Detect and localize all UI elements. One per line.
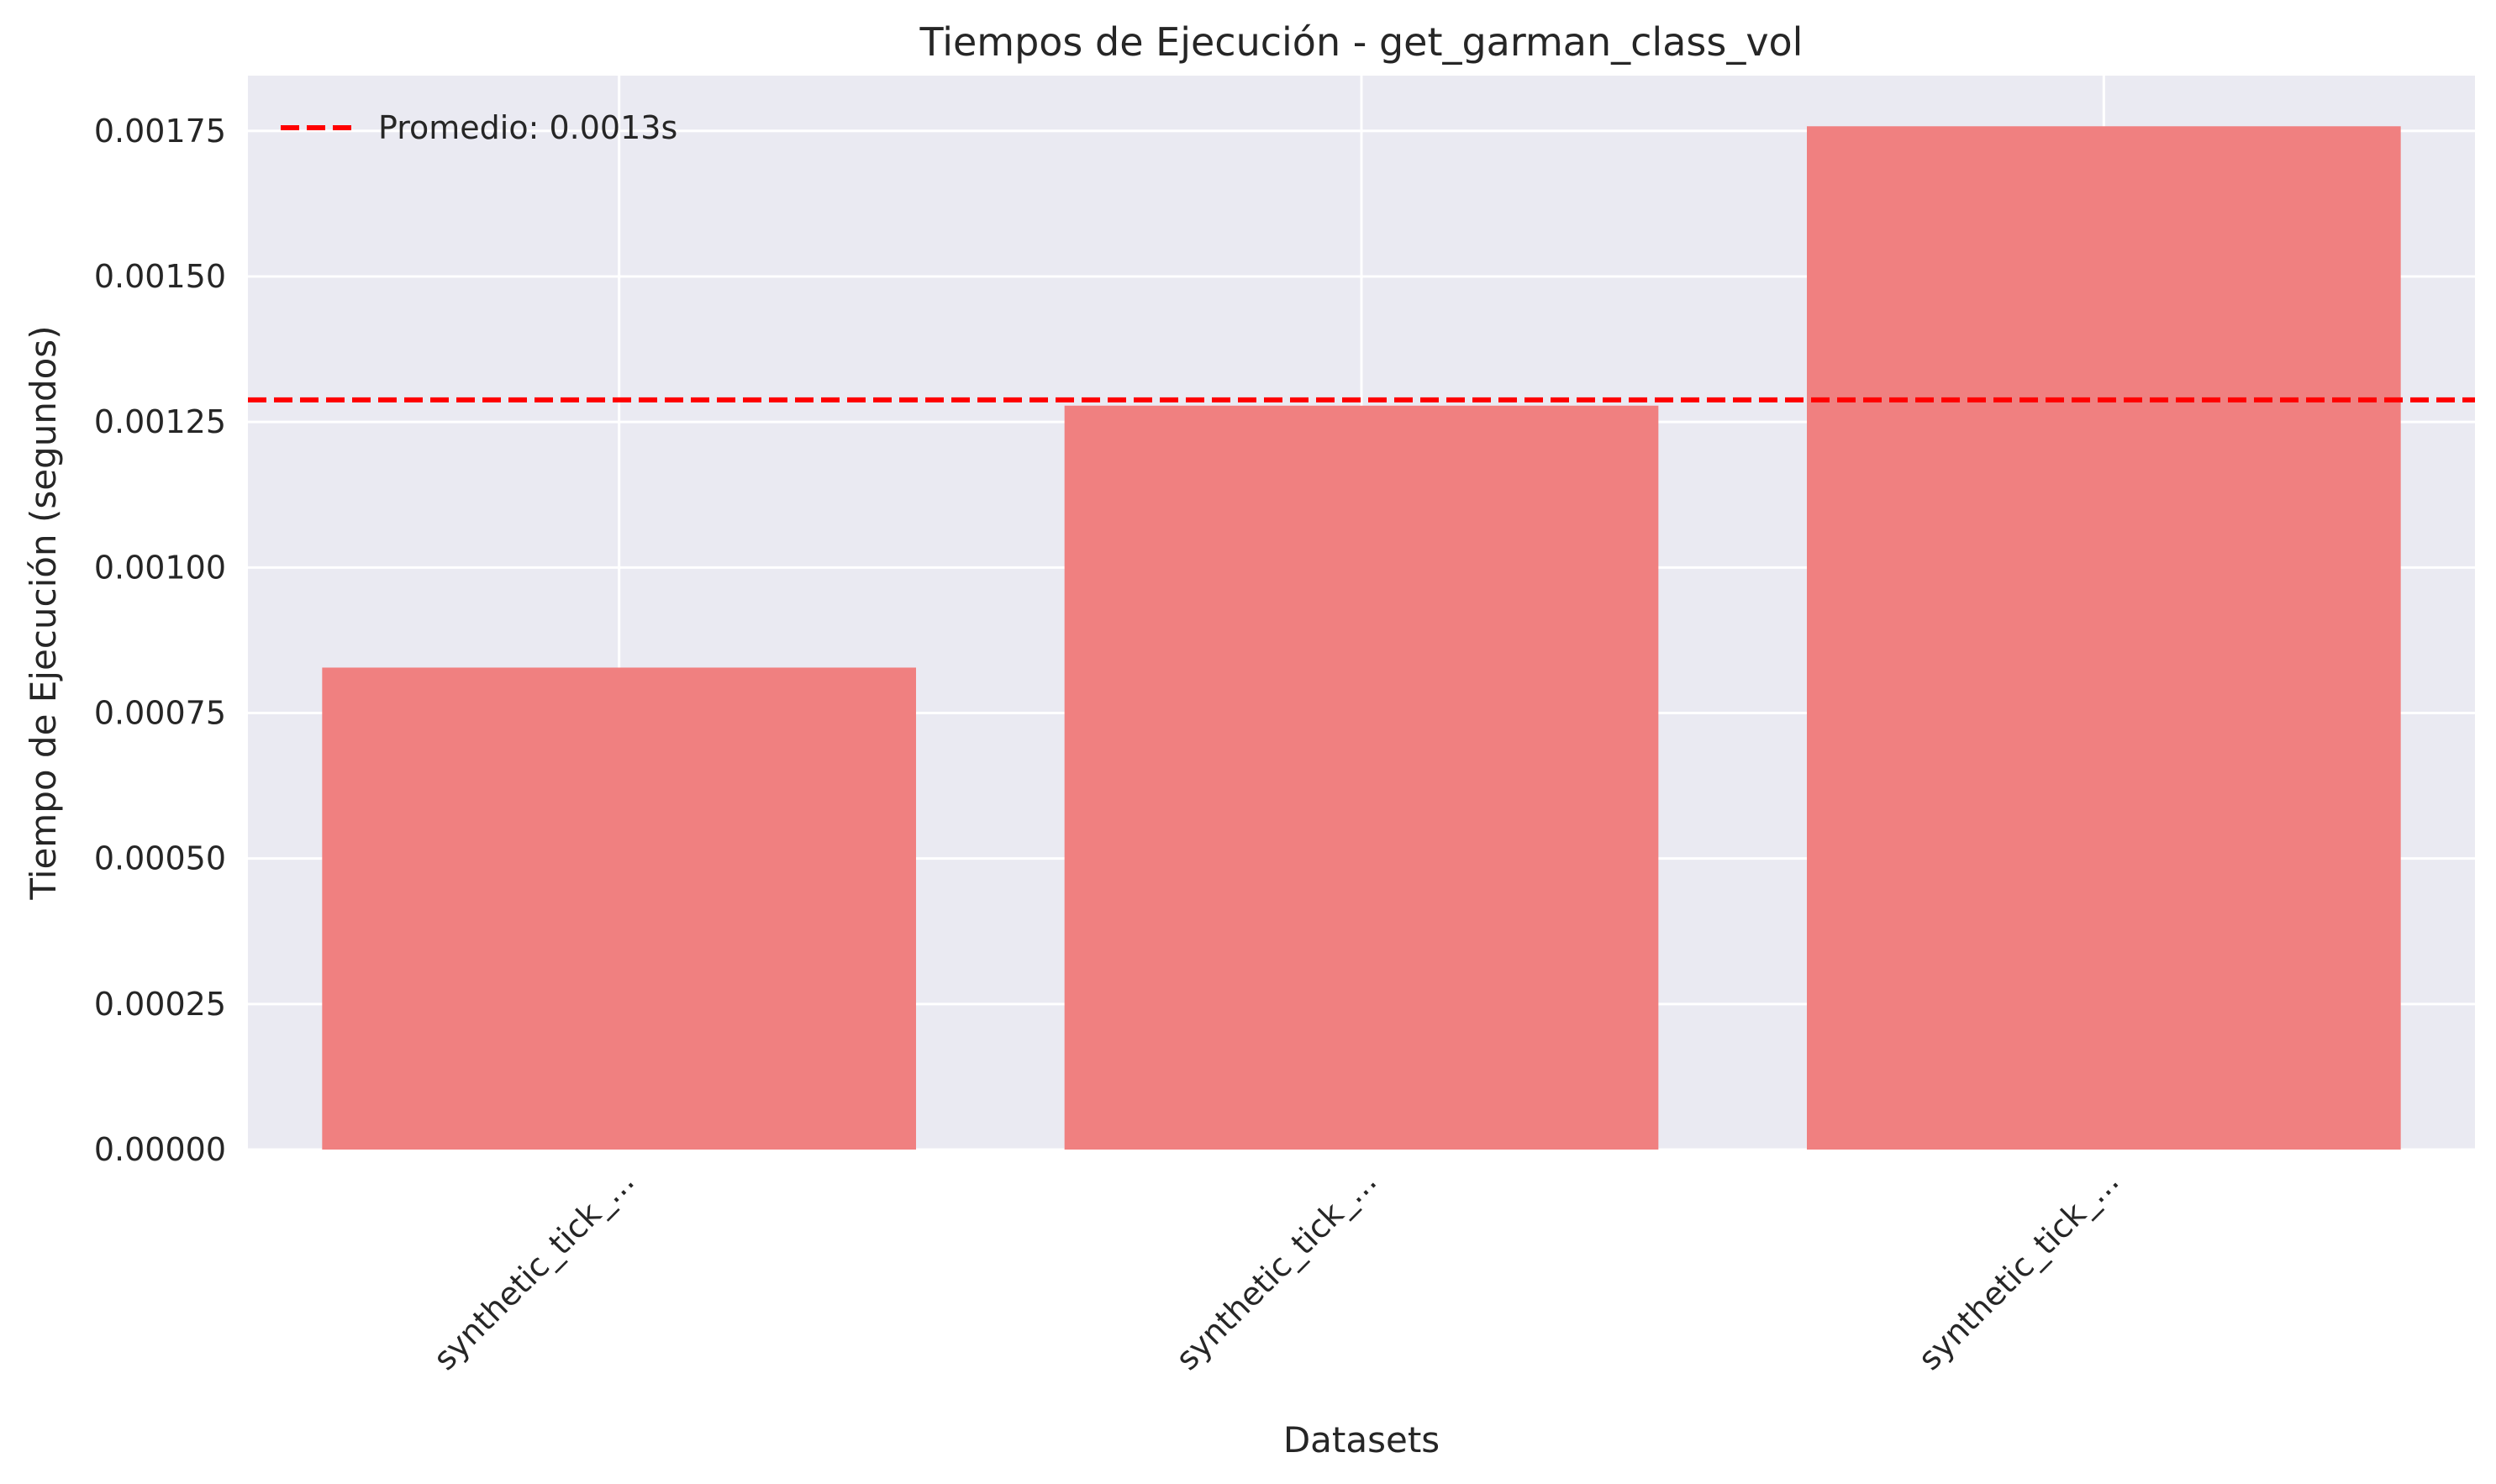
x-tick-label-0: synthetic_tick_... — [426, 1162, 641, 1377]
y-tick-label-4: 0.00100 — [94, 549, 226, 586]
x-tick-label-2: synthetic_tick_... — [1911, 1162, 2126, 1377]
y-tick-label-0: 0.00000 — [94, 1131, 226, 1168]
y-tick-label-1: 0.00025 — [94, 986, 226, 1023]
bar-2 — [1807, 126, 2401, 1150]
bars — [322, 126, 2401, 1150]
x-tick-label-1: synthetic_tick_... — [1169, 1162, 1384, 1377]
y-axis-ticks: 0.00000 0.00025 0.00050 0.00075 0.00100 0.001… — [94, 113, 226, 1168]
y-tick-label-7: 0.00175 — [94, 113, 226, 150]
bar-0 — [322, 667, 916, 1150]
legend-average-label: Promedio: 0.0013s — [378, 109, 677, 146]
y-tick-label-6: 0.00150 — [94, 258, 226, 295]
chart-title: Tiempos de Ejecución - get_garman_class_… — [919, 19, 1804, 65]
y-tick-label-3: 0.00075 — [94, 694, 226, 731]
legend: Promedio: 0.0013s — [281, 109, 677, 146]
bar-1 — [1064, 405, 1659, 1150]
x-axis-ticks: synthetic_tick_... synthetic_tick_... synt… — [426, 1162, 2125, 1377]
y-tick-label-2: 0.00050 — [94, 840, 226, 877]
y-axis-label: Tiempo de Ejecución (segundos) — [23, 325, 64, 900]
y-tick-label-5: 0.00125 — [94, 403, 226, 440]
x-axis-label: Datasets — [1283, 1419, 1440, 1460]
